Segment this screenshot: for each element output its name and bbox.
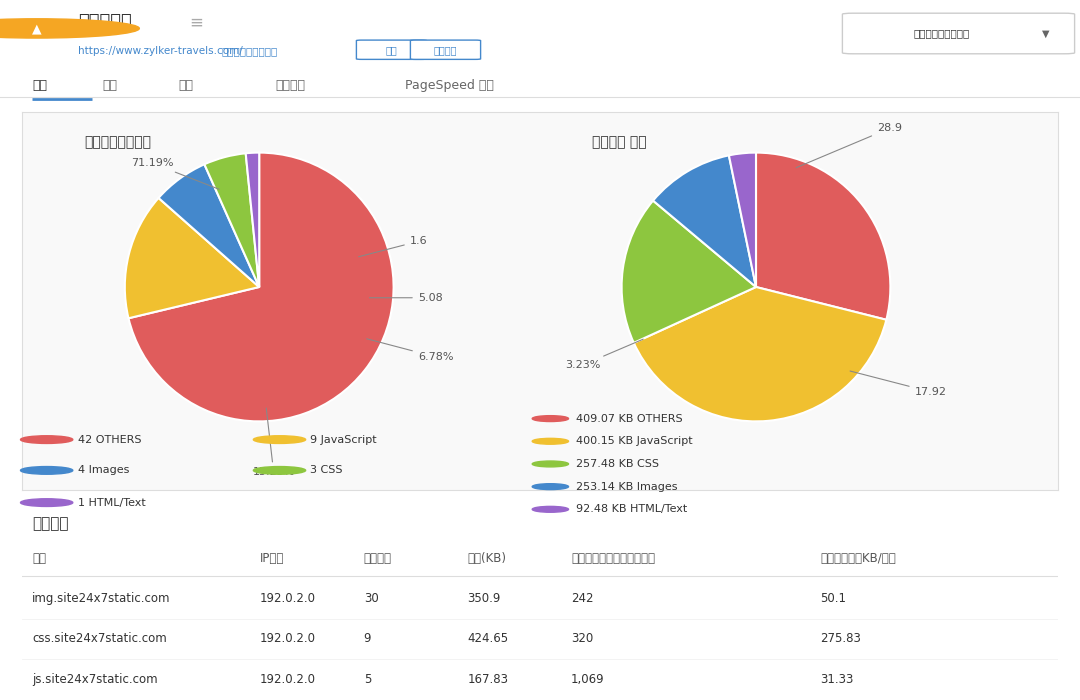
Text: ▼: ▼ xyxy=(1042,29,1049,38)
Text: 3 CSS: 3 CSS xyxy=(310,466,342,475)
Text: 42 OTHERS: 42 OTHERS xyxy=(78,435,141,444)
Circle shape xyxy=(532,416,568,421)
Wedge shape xyxy=(634,287,887,421)
Circle shape xyxy=(254,467,306,475)
Wedge shape xyxy=(129,153,393,421)
Text: 30: 30 xyxy=(364,592,378,605)
Text: 停電: 停電 xyxy=(103,79,118,92)
Wedge shape xyxy=(653,155,756,287)
Circle shape xyxy=(21,467,72,475)
Text: 概括: 概括 xyxy=(32,79,48,92)
Text: 按請求劃分的內容: 按請求劃分的內容 xyxy=(84,135,151,149)
Text: 167.83: 167.83 xyxy=(468,673,509,685)
Text: 9 JavaScript: 9 JavaScript xyxy=(310,435,377,444)
Text: 350.9: 350.9 xyxy=(468,592,501,605)
Text: 5.08: 5.08 xyxy=(369,293,443,303)
Text: 4 Images: 4 Images xyxy=(78,466,129,475)
Text: 50.1: 50.1 xyxy=(820,592,846,605)
Text: 5: 5 xyxy=(364,673,372,685)
Text: 257.48 KB CSS: 257.48 KB CSS xyxy=(577,459,659,469)
Text: css.site24x7static.com: css.site24x7static.com xyxy=(32,632,166,645)
Text: 網頁速度（瀏覽器）: 網頁速度（瀏覽器） xyxy=(221,46,278,56)
Text: 平均吞吐量（KB/秒）: 平均吞吐量（KB/秒） xyxy=(820,552,895,565)
Circle shape xyxy=(532,461,568,467)
Text: 31.33: 31.33 xyxy=(820,673,853,685)
Text: 1 HTML/Text: 1 HTML/Text xyxy=(78,498,146,508)
Text: 92.48 KB HTML/Text: 92.48 KB HTML/Text xyxy=(577,504,688,514)
Text: 平均頁面載入時間（毫秒）: 平均頁面載入時間（毫秒） xyxy=(571,552,656,565)
Text: 424.65: 424.65 xyxy=(468,632,509,645)
Wedge shape xyxy=(622,201,756,343)
Text: 15.25%: 15.25% xyxy=(253,408,295,477)
Text: 網域: 網域 xyxy=(32,552,46,565)
Text: 400.15 KB JavaScript: 400.15 KB JavaScript xyxy=(577,436,693,447)
Text: IP位址: IP位址 xyxy=(260,552,284,565)
Circle shape xyxy=(254,435,306,444)
Text: 頁面速度: 頁面速度 xyxy=(433,45,457,55)
Circle shape xyxy=(532,484,568,489)
Wedge shape xyxy=(125,198,259,318)
Text: 大小(KB): 大小(KB) xyxy=(468,552,507,565)
Text: 上週（週日至週六）: 上週（週日至週六） xyxy=(914,29,970,38)
Text: PageSpeed 見解: PageSpeed 見解 xyxy=(405,79,494,92)
Wedge shape xyxy=(245,153,259,287)
Text: 存貸: 存貸 xyxy=(178,79,193,92)
Text: 253.14 KB Images: 253.14 KB Images xyxy=(577,482,678,491)
Text: 192.0.2.0: 192.0.2.0 xyxy=(260,632,316,645)
Text: 請求數量: 請求數量 xyxy=(364,552,392,565)
Text: 9: 9 xyxy=(364,632,372,645)
Text: 275.83: 275.83 xyxy=(820,632,861,645)
Text: 領域摘要: 領域摘要 xyxy=(32,517,68,531)
Wedge shape xyxy=(756,153,890,320)
Circle shape xyxy=(532,438,568,444)
Text: 3.23%: 3.23% xyxy=(565,340,644,370)
Text: img.site24x7static.com: img.site24x7static.com xyxy=(32,592,171,605)
Text: 242: 242 xyxy=(571,592,594,605)
Wedge shape xyxy=(159,164,259,287)
Text: 日誌報告: 日誌報告 xyxy=(275,79,306,92)
Text: https://www.zylker-travels.com/: https://www.zylker-travels.com/ xyxy=(78,46,243,56)
FancyBboxPatch shape xyxy=(842,13,1075,54)
FancyBboxPatch shape xyxy=(410,40,481,60)
Text: 192.0.2.0: 192.0.2.0 xyxy=(260,592,316,605)
Circle shape xyxy=(21,498,72,507)
Text: 71.19%: 71.19% xyxy=(132,158,219,189)
Text: 1.6: 1.6 xyxy=(359,237,428,257)
Text: 首頁: 首頁 xyxy=(386,45,396,55)
Text: 1,069: 1,069 xyxy=(571,673,605,685)
Circle shape xyxy=(532,506,568,512)
Wedge shape xyxy=(729,153,756,287)
Wedge shape xyxy=(204,153,259,287)
Circle shape xyxy=(0,19,139,38)
Text: ▲: ▲ xyxy=(32,22,41,35)
FancyBboxPatch shape xyxy=(356,40,427,60)
Text: ≡: ≡ xyxy=(189,13,203,32)
Text: 28.9: 28.9 xyxy=(796,123,902,168)
Text: 6.78%: 6.78% xyxy=(367,339,454,362)
Text: 409.07 KB OTHERS: 409.07 KB OTHERS xyxy=(577,414,683,424)
Text: js.site24x7static.com: js.site24x7static.com xyxy=(32,673,158,685)
Text: 192.0.2.0: 192.0.2.0 xyxy=(260,673,316,685)
Text: 內容細分 尺寸: 內容細分 尺寸 xyxy=(592,135,647,149)
Text: 17.92: 17.92 xyxy=(850,371,946,397)
Text: 齊爾克遊記: 齊爾克遊記 xyxy=(78,13,132,32)
Text: 320: 320 xyxy=(571,632,593,645)
Circle shape xyxy=(21,435,72,444)
